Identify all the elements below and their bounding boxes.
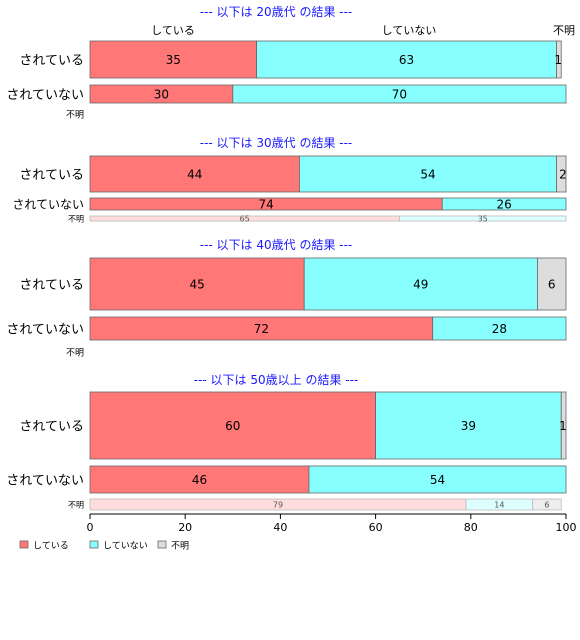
data-label: 70	[392, 88, 407, 102]
bar-segment	[398, 215, 567, 222]
data-label: 65	[240, 215, 250, 224]
top-column-label: 不明	[553, 24, 575, 37]
data-label: 45	[189, 278, 204, 292]
bar-segment	[89, 465, 310, 494]
data-label: 74	[258, 198, 273, 212]
row-label: 不明	[68, 501, 84, 510]
row-label: されていない	[6, 473, 84, 488]
data-label: 6	[548, 278, 556, 292]
row-label: されていない	[12, 198, 84, 212]
row-label: されていない	[6, 88, 84, 103]
bar-segment	[556, 40, 562, 79]
bar-segment	[432, 316, 567, 341]
x-tick-label: 0	[87, 521, 94, 534]
bar-segment	[537, 257, 567, 311]
data-label: 79	[273, 501, 283, 510]
data-label: 1	[559, 419, 567, 433]
panel-title: --- 以下は 20歳代 の結果 ---	[200, 5, 353, 19]
data-label: 54	[420, 168, 435, 182]
bar-segment	[232, 84, 567, 104]
x-tick-label: 40	[273, 521, 287, 534]
bar-segment	[556, 155, 567, 193]
x-tick-label: 100	[556, 521, 577, 534]
legend-swatch	[157, 540, 167, 549]
bar-segment	[89, 391, 377, 460]
legend-swatch	[89, 540, 99, 549]
bar-segment	[89, 40, 258, 79]
row-label: 不明	[66, 109, 84, 120]
bar-segment	[89, 257, 305, 311]
row-label: されている	[19, 53, 84, 68]
data-label: 26	[496, 198, 511, 212]
row-label: されている	[19, 168, 84, 183]
top-column-label: していない	[382, 24, 437, 37]
bar-segment	[303, 257, 538, 311]
data-label: 63	[399, 53, 414, 67]
x-tick-label: 20	[178, 521, 192, 534]
row-label: 不明	[68, 215, 84, 224]
data-label: 6	[544, 501, 549, 510]
x-tick-label: 60	[369, 521, 383, 534]
bar-segment	[375, 391, 562, 460]
data-label: 2	[559, 168, 567, 182]
data-label: 14	[494, 501, 504, 510]
bar-segment	[308, 465, 567, 494]
data-label: 30	[154, 88, 169, 102]
panel-title: --- 以下は 30歳代 の結果 ---	[200, 136, 353, 150]
row-label: されている	[19, 419, 84, 434]
top-column-label: している	[151, 24, 195, 37]
data-label: 35	[478, 215, 488, 224]
data-label: 54	[430, 473, 445, 487]
data-label: 44	[187, 168, 202, 182]
data-label: 39	[461, 419, 476, 433]
x-tick-label: 80	[464, 521, 478, 534]
row-label: 不明	[66, 347, 84, 358]
bar-segment	[560, 391, 567, 460]
data-label: 35	[166, 53, 181, 67]
data-label: 46	[192, 473, 207, 487]
row-label: されていない	[6, 322, 84, 337]
panel-title: --- 以下は 40歳代 の結果 ---	[200, 238, 353, 252]
bar-segment	[89, 155, 300, 193]
data-label: 60	[225, 419, 240, 433]
legend-label: 不明	[171, 541, 189, 552]
bar-segment	[532, 498, 562, 511]
legend-label: している	[33, 541, 69, 552]
legend-swatch	[19, 540, 29, 549]
panel-title: --- 以下は 50歳以上 の結果 ---	[194, 373, 359, 387]
row-label: されている	[19, 278, 84, 293]
data-label: 49	[413, 278, 428, 292]
bar-segment	[299, 155, 557, 193]
data-label: 72	[254, 322, 269, 336]
bar-segment	[256, 40, 557, 79]
bar-segment	[441, 197, 567, 211]
data-label: 1	[554, 53, 562, 67]
legend-label: していない	[103, 541, 148, 552]
data-label: 28	[492, 322, 507, 336]
